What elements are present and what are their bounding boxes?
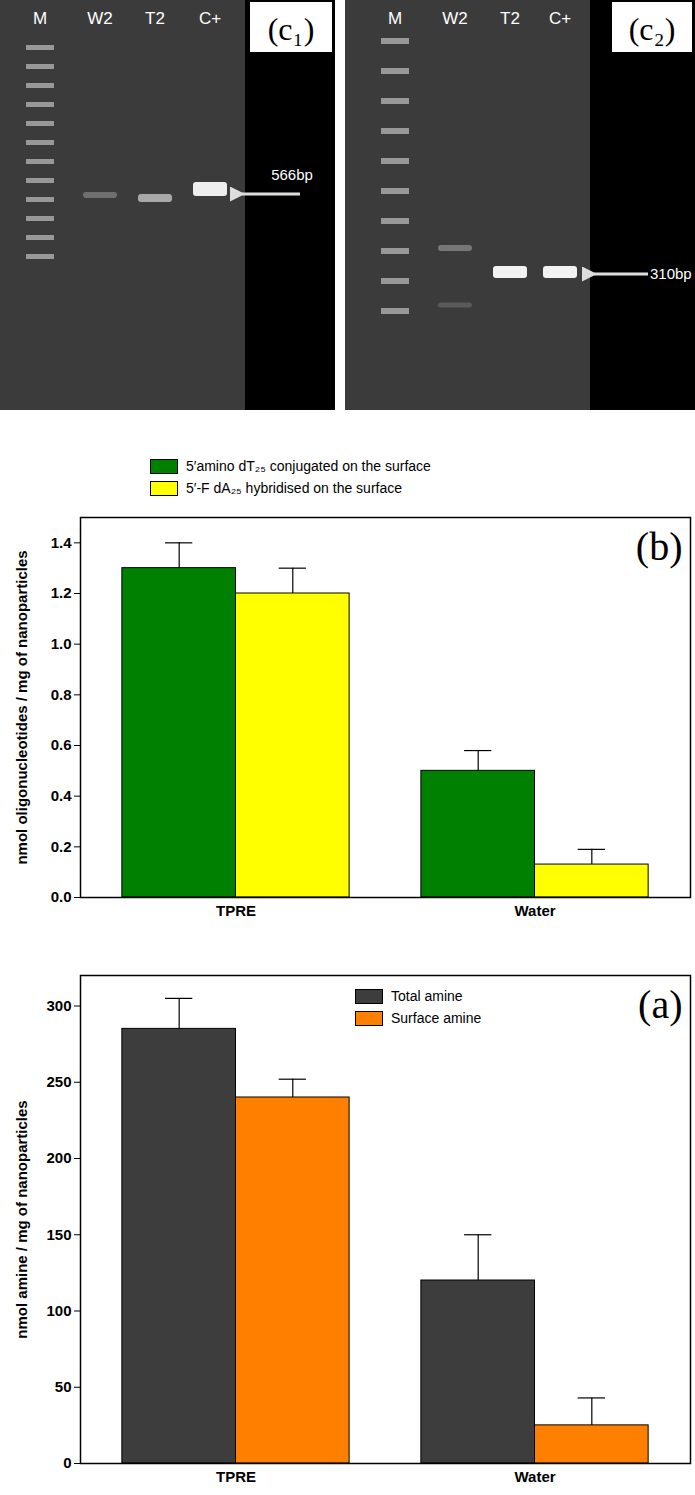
html-text:Surface amine: Surface amine	[391, 1010, 482, 1026]
html-text:Total amine: Total amine	[391, 988, 463, 1004]
svg-text:T2: T2	[500, 9, 520, 28]
svg-text:0: 0	[63, 1454, 71, 1471]
svg-text:0.4: 0.4	[51, 787, 73, 804]
svg-text:(c₂): (c₂)	[629, 11, 676, 47]
svg-text:TPRE: TPRE	[216, 1468, 256, 1485]
html-text:5′amino dT₂₅ conjugated on the: 5′amino dT₂₅ conjugated on the surface	[186, 458, 431, 474]
svg-text:nmol amine / mg of nanoparticl: nmol amine / mg of nanoparticles	[13, 1100, 30, 1338]
svg-text:1.2: 1.2	[51, 584, 72, 601]
svg-text:(b): (b)	[636, 524, 683, 569]
svg-text:C+: C+	[549, 9, 571, 28]
svg-text:0.0: 0.0	[51, 888, 72, 905]
svg-text:200: 200	[46, 1149, 71, 1166]
svg-text:W2: W2	[442, 9, 468, 28]
svg-text:C+: C+	[199, 9, 221, 28]
svg-text:Water: Water	[514, 1468, 555, 1485]
svg-text:566bp: 566bp	[271, 166, 313, 183]
svg-text:310bp: 310bp	[650, 265, 692, 282]
svg-text:W2: W2	[87, 9, 113, 28]
svg-text:100: 100	[46, 1302, 71, 1319]
svg-text:0.8: 0.8	[51, 686, 72, 703]
svg-text:300: 300	[46, 997, 71, 1014]
svg-text:(a): (a)	[638, 982, 682, 1027]
svg-text:M: M	[388, 9, 402, 28]
html-text:5′-F dA₂₅ hybridised on the su: 5′-F dA₂₅ hybridised on the surface	[186, 480, 402, 496]
svg-text:(c₁): (c₁)	[268, 11, 315, 47]
svg-text:Water: Water	[514, 902, 555, 919]
svg-text:1.0: 1.0	[51, 635, 72, 652]
svg-text:50: 50	[55, 1378, 72, 1395]
svg-text:1.4: 1.4	[51, 534, 73, 551]
svg-text:T2: T2	[145, 9, 165, 28]
svg-text:TPRE: TPRE	[216, 902, 256, 919]
svg-text:M: M	[33, 9, 47, 28]
svg-text:nmol oligonucleotides / mg of: nmol oligonucleotides / mg of nanopartic…	[13, 550, 30, 864]
svg-text:150: 150	[46, 1226, 71, 1243]
svg-text:0.6: 0.6	[51, 736, 72, 753]
svg-text:250: 250	[46, 1073, 71, 1090]
svg-text:0.2: 0.2	[51, 838, 72, 855]
